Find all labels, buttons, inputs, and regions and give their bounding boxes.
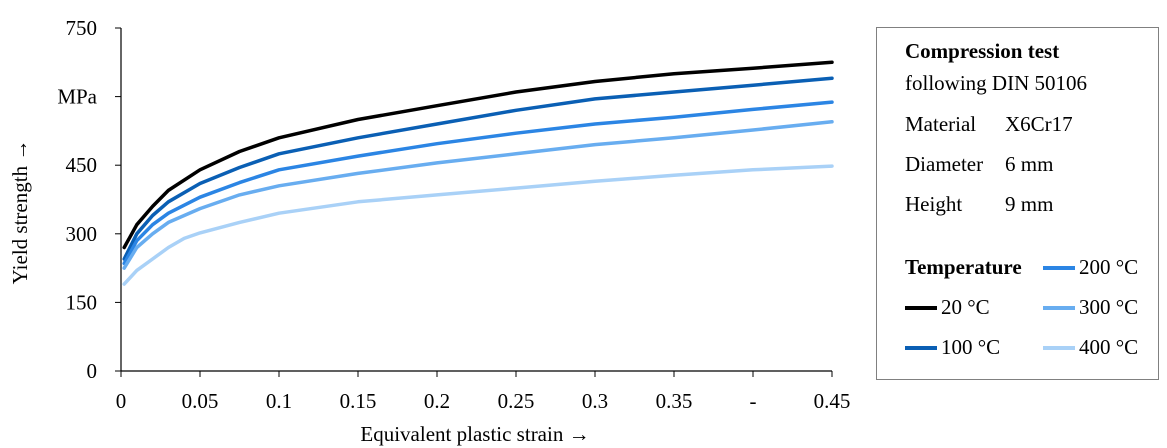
- y-tick-label: 0: [87, 359, 98, 383]
- diameter-row: Diameter 6 mm: [905, 154, 1053, 175]
- legend-label-20c: 20 °C: [941, 295, 990, 319]
- series-line-100c: [122, 76, 834, 261]
- legend-item-400c: 400 °C: [1043, 337, 1138, 358]
- y-axis-title: Yield strength →: [8, 140, 32, 285]
- y-tick-label: MPa: [57, 85, 97, 109]
- legend-swatch-100c: [905, 345, 937, 350]
- x-axis-title: Equivalent plastic strain →: [360, 422, 589, 446]
- height-label: Height: [905, 192, 963, 216]
- legend-swatch-20c: [905, 305, 937, 310]
- material-label: Material: [905, 112, 977, 136]
- legend-swatch-400c: [1043, 345, 1075, 350]
- legend-item-100c: 100 °C: [905, 337, 1000, 358]
- series-line-200c: [122, 100, 834, 266]
- legend-label-100c: 100 °C: [941, 335, 1001, 359]
- legend-label-200c: 200 °C: [1079, 255, 1139, 279]
- diameter-value: 6 mm: [1005, 152, 1054, 176]
- legend-box: Compression test following DIN 50106 Mat…: [876, 27, 1159, 380]
- legend-item-300c: 300 °C: [1043, 297, 1138, 318]
- series-line-300c: [122, 120, 834, 270]
- x-ticks: 0 0.05 0.1 0.15 0.2 0.25 0.3 0.35 - 0.45: [116, 371, 851, 413]
- x-tick-label: 0.05: [182, 389, 219, 413]
- series-line-20c: [122, 60, 834, 250]
- legend-label-300c: 300 °C: [1079, 295, 1139, 319]
- x-tick-label: 0.25: [498, 389, 535, 413]
- legend-label-400c: 400 °C: [1079, 335, 1139, 359]
- temperature-title: Temperature: [905, 255, 1022, 279]
- y-ticks: 0 150 300 450 MPa 750: [57, 16, 121, 383]
- diameter-label: Diameter: [905, 152, 984, 176]
- chart: 0 0.05 0.1 0.15 0.2 0.25 0.3 0.35 - 0.45 0 150 300 4…: [8, 16, 851, 446]
- material-value: X6Cr17: [1005, 112, 1073, 136]
- legend-title: Compression test: [905, 39, 1060, 63]
- plot-lines: [122, 60, 834, 286]
- x-tick-label: 0.2: [424, 389, 450, 413]
- legend-swatch-200c: [1043, 265, 1075, 270]
- x-tick-label: -: [750, 389, 757, 413]
- series-line-400c: [122, 164, 834, 286]
- y-tick-label: 450: [66, 153, 98, 177]
- x-tick-label: 0.15: [340, 389, 377, 413]
- legend-swatch-300c: [1043, 305, 1075, 310]
- x-tick-label: 0.45: [814, 389, 851, 413]
- x-tick-label: 0.3: [582, 389, 608, 413]
- y-tick-label: 150: [66, 290, 98, 314]
- y-tick-label: 300: [66, 222, 98, 246]
- legend-item-200c: 200 °C: [1043, 257, 1138, 278]
- legend-item-20c: 20 °C: [905, 297, 990, 318]
- material-row: Material X6Cr17: [905, 114, 1073, 135]
- x-tick-label: 0.1: [266, 389, 292, 413]
- height-value: 9 mm: [1005, 192, 1054, 216]
- y-tick-label: 750: [66, 16, 98, 40]
- x-tick-label: 0.35: [656, 389, 693, 413]
- legend-subtitle: following DIN 50106: [905, 71, 1087, 95]
- height-row: Height 9 mm: [905, 194, 1053, 215]
- x-tick-label: 0: [116, 389, 127, 413]
